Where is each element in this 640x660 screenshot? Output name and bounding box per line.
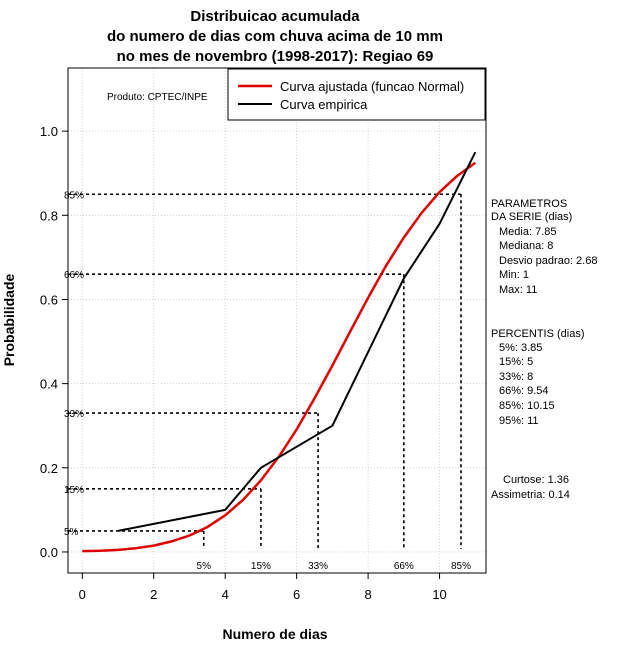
percentile-bottom-label: 85%	[451, 561, 471, 572]
y-tick-label: 0.4	[40, 377, 58, 392]
grid-layer	[68, 68, 486, 573]
percentil-33: 33%: 8	[499, 371, 533, 383]
y-tick-label: 1.0	[40, 124, 58, 139]
product-label: Produto: CPTEC/INPE	[107, 92, 208, 103]
stat-mediana: Mediana: 8	[499, 240, 553, 252]
y-tick-label: 0.2	[40, 461, 58, 476]
stat-max: Max: 11	[499, 284, 537, 296]
percentile-left-label: 5%	[64, 527, 79, 538]
legend-label-fitted: Curva ajustada (funcao Normal)	[280, 79, 464, 94]
chart-title-line-3: no mes de novembro (1998-2017): Regiao 6…	[117, 48, 434, 65]
percentile-left-label: 85%	[64, 190, 84, 201]
x-axis-label: Numero de dias	[222, 626, 327, 642]
percentile-left-label: 66%	[64, 270, 84, 281]
percentile-bottom-label: 5%	[197, 561, 212, 572]
percentile-bottom-label: 15%	[251, 561, 271, 572]
legend-box	[227, 68, 486, 121]
x-tick-label: 4	[222, 587, 229, 602]
chart-title-line-1: Distribuicao acumulada	[190, 8, 360, 25]
series-layer	[82, 151, 477, 553]
percentil-66: 66%: 9.54	[499, 385, 549, 397]
stat-assimetria: Assimetria: 0.14	[491, 489, 570, 501]
percentil-95: 95%: 11	[499, 415, 539, 427]
parametros-header-1: PARAMETROS	[491, 198, 567, 210]
percentile-bottom-label: 33%	[308, 561, 328, 572]
parametros-header-2: DA SERIE (dias)	[491, 211, 572, 223]
x-tick-label: 10	[432, 587, 446, 602]
x-tick-label: 0	[79, 587, 86, 602]
stat-desvio: Desvio padrao: 2.68	[499, 255, 597, 267]
percentile-bottom-label: 66%	[394, 561, 414, 572]
y-tick-label: 0.6	[40, 292, 58, 307]
percentile-guides: 5% 5% 15% 15% 33% 33% 66% 66% 85% 85%	[64, 190, 471, 572]
x-tick-label: 6	[293, 587, 300, 602]
stat-media: Media: 7.85	[499, 226, 556, 238]
axis-layer: 0 2 4 6 8 10 0.0 0.2 0.4 0.6 0.8 1.0	[40, 124, 447, 602]
legend: Curva ajustada (funcao Normal) Curva emp…	[227, 68, 486, 121]
y-axis-label: Probabilidade	[1, 274, 17, 367]
stats-panel: PARAMETROS DA SERIE (dias) Media: 7.85 M…	[491, 198, 597, 501]
percentis-header: PERCENTIS (dias)	[491, 328, 585, 340]
x-tick-label: 2	[150, 587, 157, 602]
stat-min: Min: 1	[499, 269, 529, 281]
y-tick-label: 0.8	[40, 208, 58, 223]
percentil-5: 5%: 3.85	[499, 342, 542, 354]
legend-label-empirical: Curva empirica	[280, 97, 368, 112]
percentile-left-label: 33%	[64, 409, 84, 420]
percentil-15: 15%: 5	[499, 356, 533, 368]
x-tick-label: 8	[364, 587, 371, 602]
empirical-curve	[117, 151, 477, 532]
percentile-left-label: 15%	[64, 485, 84, 496]
chart-title-line-2: do numero de dias com chuva acima de 10 …	[107, 28, 443, 45]
stat-curtose: Curtose: 1.36	[503, 474, 569, 486]
y-tick-label: 0.0	[40, 545, 58, 560]
plot-frame	[67, 67, 487, 574]
percentil-85: 85%: 10.15	[499, 400, 555, 412]
